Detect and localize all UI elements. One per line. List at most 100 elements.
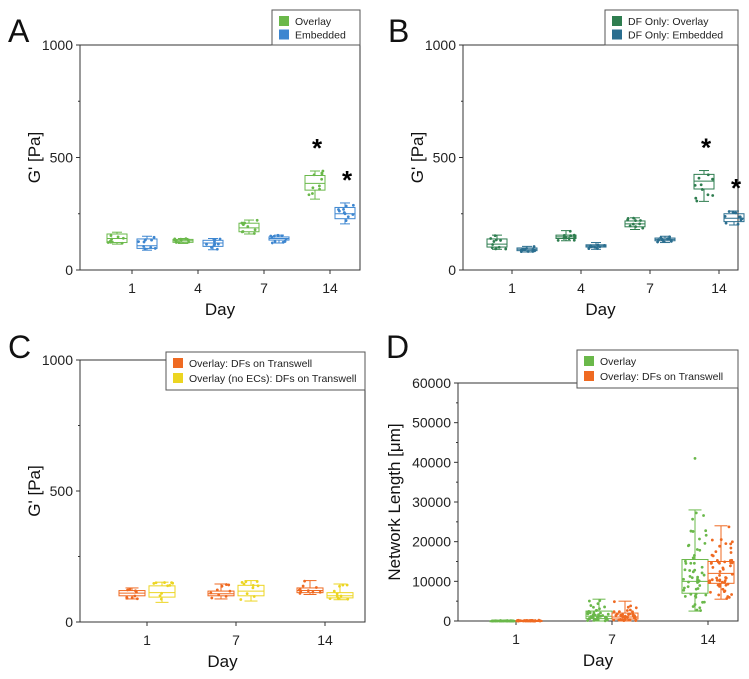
data-point [589, 604, 593, 607]
data-point [710, 578, 714, 582]
legend-swatch [279, 29, 289, 40]
significance-star: * [312, 133, 323, 163]
data-point [697, 579, 701, 583]
data-point [246, 225, 250, 228]
data-point [691, 517, 694, 521]
data-point [346, 215, 350, 219]
panel-c-chart: 0 500 1000 1 7 14 Day G' [Pa] Overlay: DFs on Tr… [25, 351, 366, 671]
data-point [656, 240, 659, 244]
data-point [109, 234, 113, 238]
data-point [490, 619, 494, 623]
data-point [594, 609, 598, 612]
data-point [683, 594, 687, 598]
x-tick-label: 14 [322, 280, 338, 296]
data-point [215, 588, 219, 592]
data-point [318, 187, 321, 191]
y-tick-label: 30000 [412, 494, 451, 510]
data-point [718, 573, 721, 577]
data-point [691, 530, 695, 533]
box-iqr [304, 175, 326, 191]
data-point [524, 619, 528, 623]
data-point [166, 584, 170, 588]
y-tick-label: 20000 [412, 534, 451, 550]
data-point [335, 592, 339, 596]
data-point [721, 566, 725, 570]
panel-letter-b: B [388, 13, 409, 49]
data-point [311, 186, 315, 190]
box-embedded-4 [202, 237, 224, 251]
data-point [709, 590, 712, 594]
data-point [126, 588, 129, 592]
data-point [698, 584, 702, 587]
data-point [596, 602, 600, 606]
legend-swatch [584, 356, 594, 366]
data-point [243, 221, 246, 225]
data-point [682, 586, 686, 590]
data-point [245, 592, 249, 596]
data-point [599, 614, 603, 618]
legend-label: DF Only: Overlay [628, 16, 709, 28]
legend-label: Overlay [600, 356, 637, 368]
data-point [307, 193, 311, 197]
data-point [628, 224, 632, 228]
x-tick-label: 1 [128, 280, 136, 296]
data-point [704, 593, 708, 597]
box-iqr [334, 206, 356, 220]
data-point [224, 594, 228, 598]
data-point [727, 210, 731, 213]
data-point [125, 596, 129, 600]
data-point [686, 544, 690, 548]
box-df-only-overlay-14 [693, 170, 715, 203]
y-tick-label: 500 [433, 150, 457, 166]
y-tick-label: 10000 [412, 573, 451, 589]
box-embedded-1 [136, 235, 158, 251]
legend-frame [165, 351, 366, 391]
data-point [256, 584, 260, 588]
data-point [724, 542, 728, 546]
box-iqr [148, 585, 176, 598]
data-point [724, 576, 728, 579]
legend-swatch [584, 371, 594, 381]
data-point [587, 609, 591, 613]
data-point [346, 597, 350, 601]
legend-swatch [612, 29, 622, 40]
data-point [615, 612, 619, 616]
y-tick-label: 40000 [412, 454, 451, 470]
legend-label: Overlay (no ECs): DFs on Transwell [189, 373, 356, 385]
box-df-only-embedded-4 [585, 242, 607, 251]
box-overlay-dfs-on-transwell-1 [515, 618, 543, 623]
box-overlay-7 [238, 218, 260, 235]
data-point [717, 593, 721, 597]
box-df-only-embedded-1 [516, 245, 538, 253]
box-df-only-overlay-1 [486, 234, 508, 251]
x-tick-label: 7 [608, 631, 616, 647]
y-axis-label: Network Length [μm] [385, 423, 404, 580]
legend-swatch [173, 373, 183, 383]
data-point [569, 234, 572, 238]
data-point [342, 207, 345, 211]
legend-frame [604, 9, 739, 46]
data-point [720, 580, 724, 584]
data-point [116, 235, 120, 239]
data-point [598, 607, 601, 611]
x-tick-label: 14 [700, 631, 716, 647]
data-point [668, 235, 672, 239]
data-point [689, 561, 693, 565]
data-point [533, 619, 537, 623]
data-point [336, 596, 340, 600]
data-point [719, 538, 723, 541]
data-point [492, 240, 496, 243]
data-point [734, 211, 738, 215]
data-point [696, 587, 700, 590]
data-point [526, 250, 530, 253]
data-point [604, 617, 608, 621]
box-overlay-1 [106, 231, 128, 245]
data-point [568, 229, 572, 233]
data-point [177, 241, 181, 244]
x-tick-label: 7 [232, 632, 240, 648]
data-point [628, 618, 632, 622]
significance-star: * [342, 165, 353, 195]
data-point [729, 551, 733, 554]
data-point [311, 590, 315, 594]
